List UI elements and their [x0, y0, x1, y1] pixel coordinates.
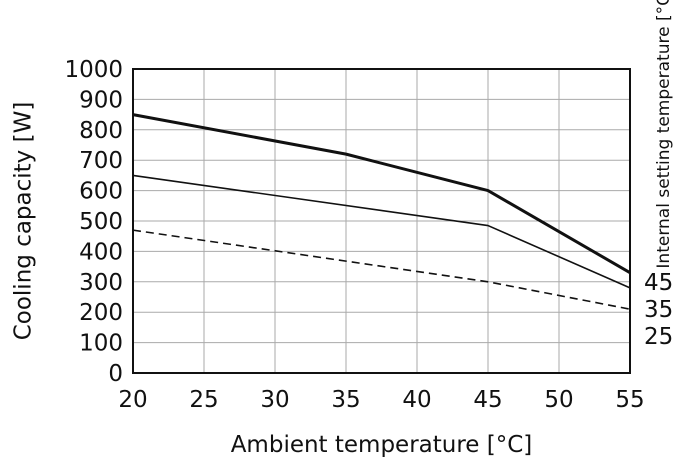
y-tick-label: 500	[79, 209, 123, 235]
y-tick-label: 1000	[64, 57, 123, 83]
y-tick-label: 100	[79, 331, 123, 357]
plot-frame	[132, 68, 631, 374]
y-axis-ticks: 0 100 200 300 400 500 600 700 800 900 1000	[64, 57, 123, 387]
y-axis-label: Cooling capacity [W]	[11, 102, 37, 341]
x-tick-label: 35	[331, 387, 360, 413]
x-axis-label: Ambient temperature [°C]	[231, 432, 533, 458]
y-tick-label: 700	[79, 148, 123, 174]
series-line-35	[132, 174, 631, 289]
series-label-25: 25	[644, 324, 673, 350]
y-tick-label: 300	[79, 270, 123, 296]
y-tick-label: 800	[79, 118, 123, 144]
y-tick-label: 0	[108, 361, 123, 387]
series-line-45	[132, 113, 631, 274]
y-tick-label: 900	[79, 87, 123, 113]
grid	[132, 68, 631, 374]
x-tick-label: 20	[118, 387, 147, 413]
x-tick-label: 40	[402, 387, 431, 413]
y-tick-label: 400	[79, 239, 123, 265]
series-label-45: 45	[644, 270, 673, 296]
x-tick-label: 30	[260, 387, 289, 413]
x-axis-ticks: 20 25 30 35 40 45 50 55	[118, 387, 644, 413]
series-label-35: 35	[644, 297, 673, 323]
x-tick-label: 55	[615, 387, 644, 413]
series-lines	[132, 113, 631, 310]
right-axis-label: Internal setting temperature [°C]	[654, 0, 674, 269]
y-tick-label: 600	[79, 179, 123, 205]
x-tick-label: 45	[473, 387, 502, 413]
x-tick-label: 25	[189, 387, 218, 413]
x-tick-label: 50	[544, 387, 573, 413]
series-line-25	[132, 229, 631, 310]
y-tick-label: 200	[79, 300, 123, 326]
